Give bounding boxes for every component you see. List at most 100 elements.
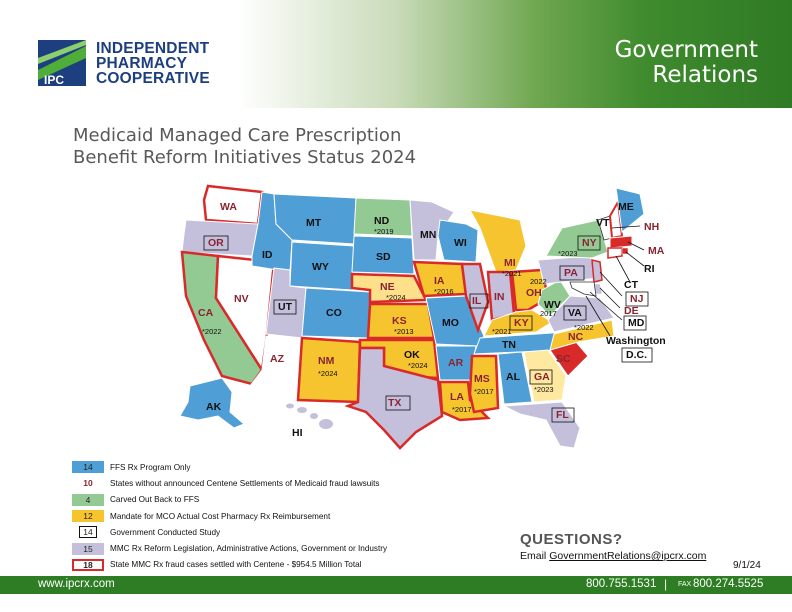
note-nd: *2019 xyxy=(374,227,394,236)
state-wy[interactable] xyxy=(289,241,355,291)
label-vt: VT xyxy=(596,217,610,229)
label-fl: FL xyxy=(556,409,569,421)
section-title: Government Relations xyxy=(615,38,758,88)
label-me: ME xyxy=(618,201,634,213)
label-or: OR xyxy=(208,237,224,249)
legend-row-carved-out: 4 Carved Out Back to FFS xyxy=(72,492,452,508)
questions-heading: QUESTIONS? xyxy=(520,531,623,548)
fax-number: 800.274.5525 xyxy=(693,578,764,590)
note-wv: 2017 xyxy=(540,309,557,318)
label-ri: RI xyxy=(644,263,655,275)
label-pa: PA xyxy=(564,267,578,279)
state-mi[interactable] xyxy=(469,209,527,273)
state-al[interactable] xyxy=(497,351,533,405)
label-id: ID xyxy=(262,249,273,261)
page-title-line-1: Medicaid Managed Care Prescription xyxy=(73,125,402,146)
label-ks: KS xyxy=(392,315,407,327)
state-or[interactable] xyxy=(181,219,259,257)
legend-swatch-ffs: 14 xyxy=(72,461,104,474)
note-ne: *2024 xyxy=(386,293,406,302)
legend-row-study: 14 Government Conducted Study xyxy=(72,524,452,540)
org-name: INDEPENDENT PHARMACY COOPERATIVE xyxy=(96,40,210,87)
legend-swatch-no-settlement: 10 xyxy=(83,478,93,489)
label-dc-line-2: D.C. xyxy=(626,349,647,361)
state-wi[interactable] xyxy=(437,219,479,263)
note-nm: *2024 xyxy=(318,369,338,378)
state-ms[interactable] xyxy=(468,354,500,414)
label-wi: WI xyxy=(454,237,467,249)
label-la: LA xyxy=(450,391,464,403)
state-ga[interactable] xyxy=(523,349,567,403)
state-mt[interactable] xyxy=(273,193,357,245)
state-nj[interactable] xyxy=(591,259,603,283)
page-title-line-2: Benefit Reform Initiatives Status 2024 xyxy=(73,147,417,168)
state-sd[interactable] xyxy=(351,235,415,275)
state-ak[interactable] xyxy=(179,377,245,429)
label-nj: NJ xyxy=(630,293,644,305)
label-wv: WV xyxy=(544,299,561,311)
state-ct[interactable] xyxy=(607,247,623,259)
legend-swatch-reform: 15 xyxy=(72,542,104,555)
website-link[interactable]: www.ipcrx.com xyxy=(38,578,115,590)
state-tx[interactable] xyxy=(344,346,444,450)
footer-bar: www.ipcrx.com 800.755.1531 | FAX 800.274… xyxy=(0,576,792,594)
state-fl[interactable] xyxy=(502,401,581,449)
state-md[interactable] xyxy=(569,281,597,297)
label-sc: SC xyxy=(556,353,571,365)
label-ut: UT xyxy=(278,301,293,313)
label-oh: OH xyxy=(526,287,542,299)
section-title-line-2: Relations xyxy=(652,62,758,88)
label-nd: ND xyxy=(374,215,390,227)
label-tn: TN xyxy=(502,339,516,351)
state-ks[interactable] xyxy=(366,302,436,340)
label-de: DE xyxy=(624,305,639,317)
email-prefix: Email xyxy=(520,550,550,562)
legend-label-ffs: FFS Rx Program Only xyxy=(110,462,191,472)
label-dc-line-1: Washington xyxy=(606,335,666,347)
label-al: AL xyxy=(506,371,521,383)
label-tx: TX xyxy=(388,397,401,409)
label-mn: MN xyxy=(420,229,436,241)
org-name-line-3: COOPERATIVE xyxy=(96,70,210,87)
page-title: Medicaid Managed Care Prescription Benef… xyxy=(73,125,493,169)
org-name-line-2: PHARMACY xyxy=(96,55,188,72)
state-ne[interactable] xyxy=(350,272,428,304)
note-ia: *2016 xyxy=(434,287,454,296)
email-link[interactable]: GovernmentRelations@ipcrx.com xyxy=(549,550,707,562)
note-ny: *2023 xyxy=(558,249,578,258)
state-me[interactable] xyxy=(615,187,645,233)
org-name-line-1: INDEPENDENT xyxy=(96,40,210,57)
fax-label: FAX xyxy=(678,581,692,588)
state-wa[interactable] xyxy=(202,184,264,226)
legend-row-no-settlement: 10 States without announced Centene Sett… xyxy=(72,475,452,491)
legend-label-mandate: Mandate for MCO Actual Cost Pharmacy Rx … xyxy=(110,511,331,521)
legend-swatch-study: 14 xyxy=(79,526,97,539)
label-nh: NH xyxy=(644,221,659,233)
label-ar: AR xyxy=(448,357,464,369)
label-co: CO xyxy=(326,307,342,319)
label-va: VA xyxy=(568,307,582,319)
state-hi[interactable] xyxy=(286,403,333,430)
label-ok: OK xyxy=(404,349,420,361)
label-ky: KY xyxy=(514,317,529,329)
publish-date: 9/1/24 xyxy=(733,560,761,571)
note-la: *2017 xyxy=(452,405,472,414)
label-ca: CA xyxy=(198,307,214,319)
label-az: AZ xyxy=(270,353,285,365)
map-legend: 14 FFS Rx Program Only 10 States without… xyxy=(72,459,452,573)
label-sd: SD xyxy=(376,251,391,263)
legend-row-ffs: 14 FFS Rx Program Only xyxy=(72,459,452,475)
legend-row-mandate: 12 Mandate for MCO Actual Cost Pharmacy … xyxy=(72,508,452,524)
note-ks: *2013 xyxy=(394,327,414,336)
legend-swatch-carved-out: 4 xyxy=(72,493,104,506)
legend-label-settled: State MMC Rx fraud cases settled with Ce… xyxy=(110,560,362,570)
state-ma[interactable] xyxy=(609,235,633,249)
state-nc[interactable] xyxy=(549,319,615,351)
study-boxes xyxy=(203,235,653,423)
label-ga: GA xyxy=(534,371,550,383)
note-ca: *2022 xyxy=(202,327,222,336)
state-il[interactable] xyxy=(460,262,490,334)
legend-label-no-settlement: States without announced Centene Settlem… xyxy=(110,478,380,488)
phone-number: 800.755.1531 xyxy=(586,578,657,590)
label-il: IL xyxy=(472,295,482,307)
